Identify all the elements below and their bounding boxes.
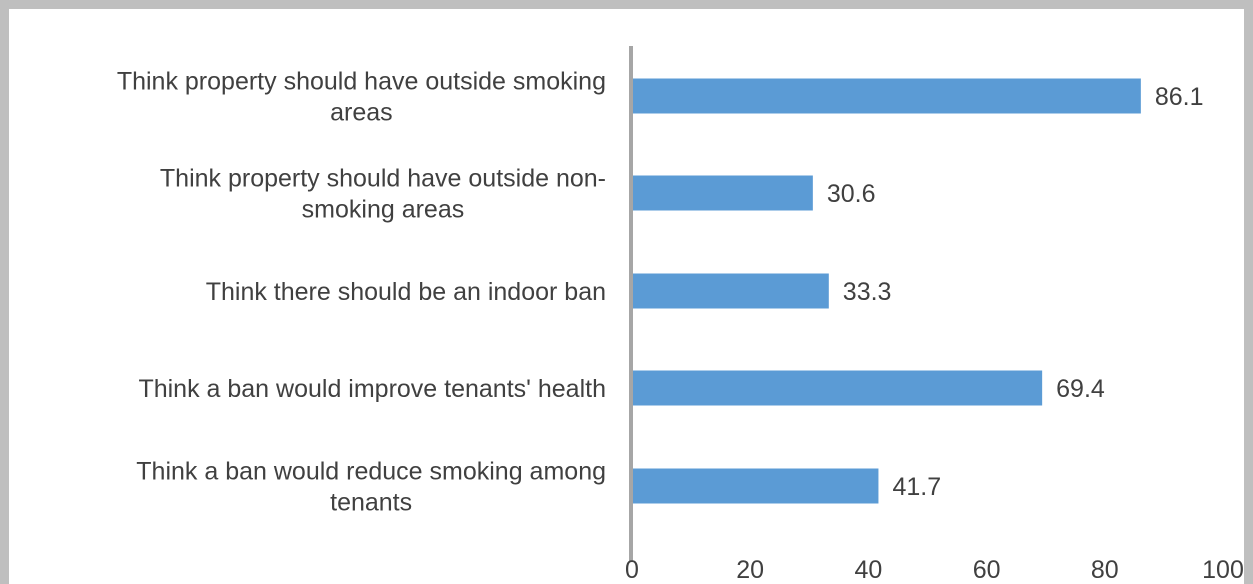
x-tick-label: 80 (1091, 556, 1119, 584)
x-tick-label: 60 (973, 556, 1001, 584)
category-label: tenants (330, 489, 412, 517)
bar (632, 273, 829, 309)
data-label: 86.1 (1155, 83, 1204, 111)
category-label: areas (330, 99, 393, 127)
data-label: 30.6 (827, 180, 876, 208)
bar (632, 468, 879, 504)
x-tick-label: 40 (854, 556, 882, 584)
category-label: Think a ban would reduce smoking among (136, 458, 606, 486)
bar (632, 175, 813, 211)
x-tick-label: 0 (625, 556, 639, 584)
category-label: Think property should have outside smoki… (117, 68, 606, 96)
bar (632, 78, 1141, 114)
category-label: Think a ban would improve tenants' healt… (138, 375, 606, 403)
data-label: 33.3 (843, 278, 892, 306)
x-tick-label: 100 (1202, 556, 1244, 584)
bar (632, 370, 1043, 406)
category-label: Think property should have outside non- (160, 165, 606, 193)
data-label: 41.7 (892, 473, 941, 501)
x-tick-label: 20 (736, 556, 764, 584)
data-label: 69.4 (1056, 375, 1105, 403)
category-label: Think there should be an indoor ban (206, 278, 606, 306)
category-label: smoking areas (302, 196, 465, 224)
